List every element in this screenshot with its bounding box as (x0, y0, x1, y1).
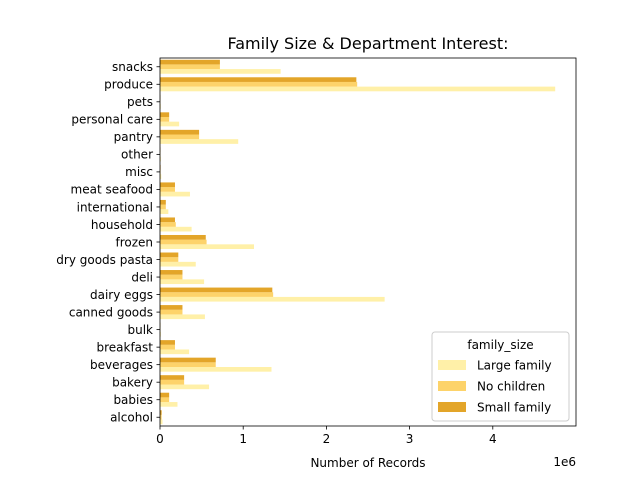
bar-produce-small-family (160, 77, 356, 82)
bar-dairy-eggs-large-family (160, 297, 385, 302)
x-tick-label: 3 (406, 432, 414, 446)
bar-deli-no-children (160, 275, 182, 280)
bar-canned-goods-small-family (160, 305, 182, 310)
bar-deli-small-family (160, 270, 182, 275)
bar-dairy-eggs-small-family (160, 288, 272, 293)
y-tick-label: household (91, 218, 153, 232)
legend-swatch-small-family (438, 402, 466, 412)
bar-personal-care-small-family (160, 112, 169, 117)
y-tick-label: other (121, 148, 153, 162)
y-tick-label: babies (113, 393, 153, 407)
bar-household-large-family (160, 227, 192, 232)
x-tick-label: 2 (323, 432, 331, 446)
bar-meat-seafood-small-family (160, 182, 175, 187)
bar-international-no-children (160, 205, 166, 210)
bar-bakery-no-children (160, 380, 184, 385)
y-tick-label: breakfast (96, 340, 153, 354)
bar-breakfast-no-children (160, 345, 175, 350)
y-tick-label: pets (127, 95, 153, 109)
bar-breakfast-large-family (160, 349, 189, 354)
bar-dry-goods-pasta-small-family (160, 253, 178, 258)
bar-meat-seafood-no-children (160, 187, 175, 192)
bar-dry-goods-pasta-no-children (160, 257, 178, 262)
legend-swatch-no-children (438, 381, 466, 391)
y-tick-label: dairy eggs (90, 288, 153, 302)
bar-babies-large-family (160, 402, 177, 407)
bar-personal-care-no-children (160, 117, 169, 122)
bar-dairy-eggs-no-children (160, 292, 273, 297)
chart-title: Family Size & Department Interest: (227, 34, 508, 53)
bar-snacks-no-children (160, 64, 220, 69)
bar-beverages-no-children (160, 362, 216, 367)
bar-beverages-large-family (160, 367, 271, 372)
bar-snacks-small-family (160, 60, 220, 65)
bar-pantry-no-children (160, 135, 199, 140)
y-tick-label: international (77, 200, 153, 214)
x-tick-label: 4 (489, 432, 497, 446)
y-tick-label: snacks (112, 60, 153, 74)
legend-title: family_size (467, 338, 533, 352)
bar-canned-goods-no-children (160, 310, 182, 315)
y-tick-label: deli (131, 270, 153, 284)
bar-household-small-family (160, 217, 175, 222)
bar-produce-large-family (160, 87, 555, 92)
bar-pantry-small-family (160, 130, 199, 135)
legend-label-small-family: Small family (477, 401, 551, 415)
y-tick-label: bulk (127, 323, 153, 337)
x-tick-label: 0 (156, 432, 164, 446)
y-tick-label: meat seafood (71, 183, 153, 197)
bar-snacks-large-family (160, 69, 281, 74)
bar-babies-no-children (160, 397, 169, 402)
legend-label-large-family: Large family (477, 359, 552, 373)
legend-swatch-large-family (438, 360, 466, 370)
y-tick-label: dry goods pasta (56, 253, 153, 267)
bar-produce-no-children (160, 82, 357, 87)
x-tick-label: 1 (239, 432, 247, 446)
y-tick-label: canned goods (69, 305, 153, 319)
legend: family_size Large family No children Small … (432, 332, 569, 421)
y-tick-label: alcohol (110, 411, 153, 425)
bar-personal-care-large-family (160, 122, 179, 127)
bar-meat-seafood-large-family (160, 192, 190, 197)
x-axis-label: Number of Records (310, 456, 425, 470)
bar-dry-goods-pasta-large-family (160, 262, 196, 267)
y-tick-label: produce (104, 78, 153, 92)
y-tick-label: misc (125, 165, 153, 179)
bar-frozen-large-family (160, 244, 254, 249)
bar-bakery-large-family (160, 385, 209, 390)
bar-canned-goods-large-family (160, 314, 205, 319)
bar-household-no-children (160, 222, 176, 227)
bar-frozen-no-children (160, 240, 207, 245)
y-tick-label: personal care (71, 113, 153, 127)
bar-breakfast-small-family (160, 340, 175, 345)
legend-label-no-children: No children (477, 380, 545, 394)
y-tick-label: bakery (112, 375, 153, 389)
bar-pantry-large-family (160, 139, 238, 144)
y-tick-label: beverages (90, 358, 153, 372)
bar-international-large-family (160, 209, 168, 214)
bar-frozen-small-family (160, 235, 206, 240)
bar-bakery-small-family (160, 375, 184, 380)
bar-babies-small-family (160, 393, 169, 398)
y-tick-label: pantry (114, 130, 153, 144)
bar-international-small-family (160, 200, 166, 205)
x-axis-offset-text: 1e6 (553, 455, 576, 469)
y-tick-label: frozen (115, 235, 153, 249)
bar-deli-large-family (160, 279, 204, 284)
bar-beverages-small-family (160, 358, 216, 363)
